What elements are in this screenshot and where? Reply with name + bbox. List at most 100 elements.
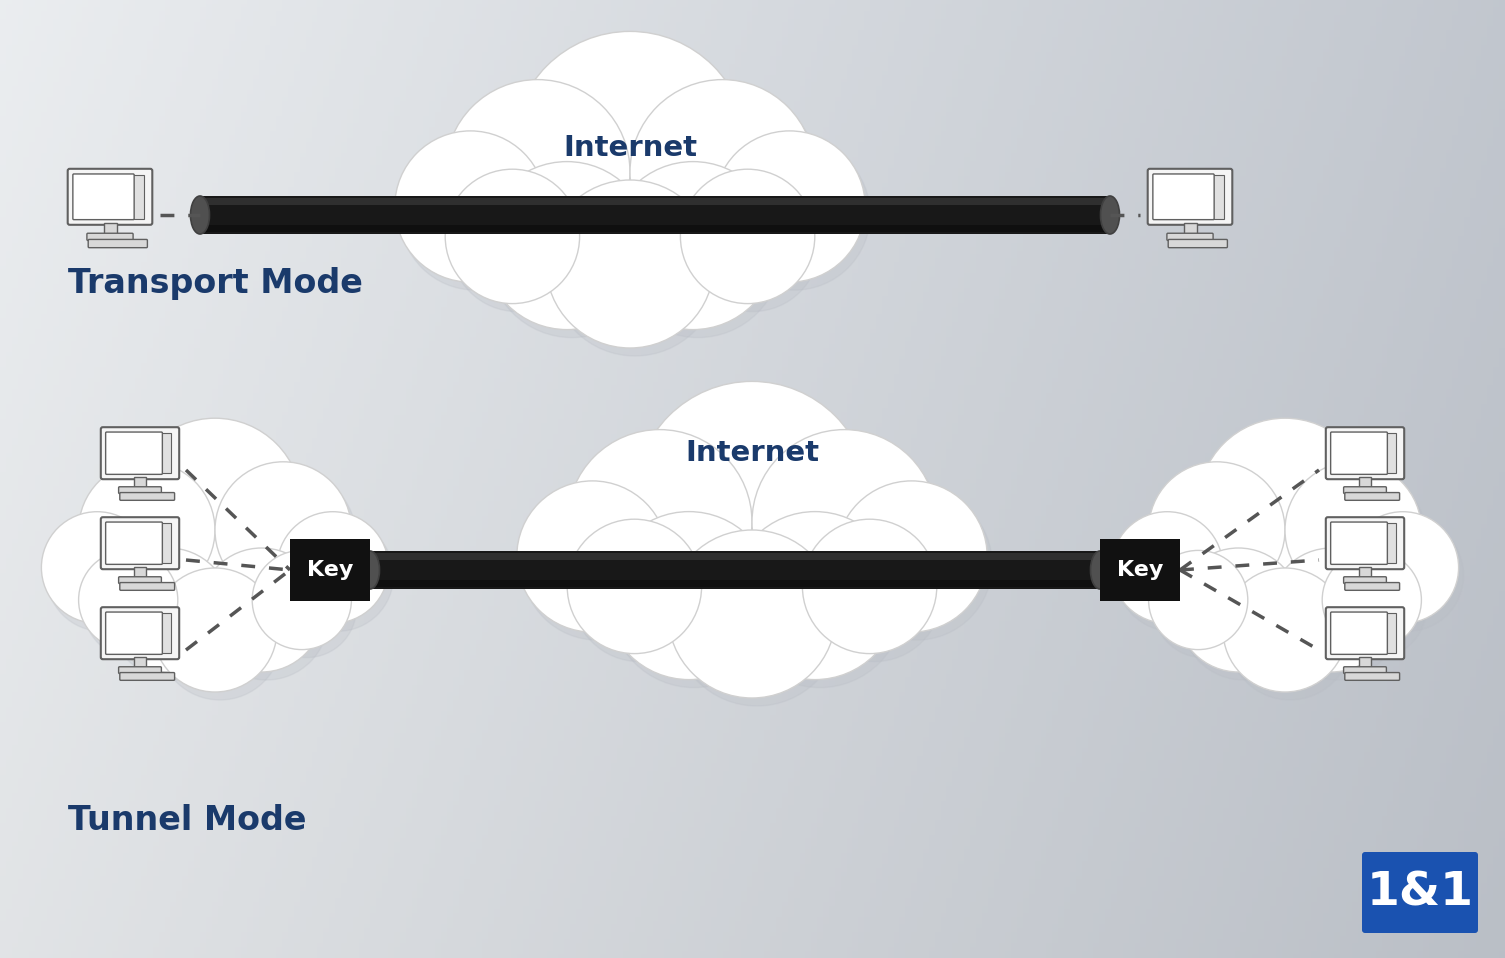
Circle shape bbox=[610, 162, 777, 330]
Circle shape bbox=[567, 429, 752, 614]
FancyBboxPatch shape bbox=[119, 577, 161, 583]
Circle shape bbox=[1270, 548, 1394, 672]
Ellipse shape bbox=[191, 196, 209, 234]
Circle shape bbox=[668, 530, 835, 698]
Circle shape bbox=[635, 381, 870, 617]
Bar bbox=[1386, 523, 1397, 563]
Circle shape bbox=[567, 519, 701, 653]
Circle shape bbox=[1285, 462, 1421, 598]
Circle shape bbox=[253, 551, 351, 650]
FancyBboxPatch shape bbox=[1344, 487, 1386, 493]
Circle shape bbox=[215, 462, 351, 598]
Circle shape bbox=[205, 556, 328, 680]
Circle shape bbox=[752, 429, 936, 614]
Text: Internet: Internet bbox=[563, 134, 697, 162]
Bar bbox=[205, 225, 1105, 232]
Bar bbox=[161, 523, 172, 563]
FancyBboxPatch shape bbox=[1362, 852, 1478, 933]
FancyBboxPatch shape bbox=[1326, 517, 1404, 569]
Circle shape bbox=[516, 481, 668, 632]
Circle shape bbox=[158, 576, 281, 700]
Circle shape bbox=[807, 527, 942, 662]
Circle shape bbox=[200, 548, 324, 672]
Circle shape bbox=[680, 170, 814, 304]
Bar bbox=[1359, 657, 1371, 668]
Circle shape bbox=[257, 559, 357, 657]
Circle shape bbox=[731, 512, 898, 679]
Circle shape bbox=[635, 87, 820, 272]
FancyBboxPatch shape bbox=[1345, 492, 1400, 500]
Circle shape bbox=[605, 512, 774, 679]
Bar bbox=[1386, 613, 1397, 653]
FancyBboxPatch shape bbox=[1344, 667, 1386, 673]
Circle shape bbox=[1111, 512, 1224, 624]
Circle shape bbox=[1347, 512, 1458, 624]
Text: 1&1: 1&1 bbox=[1367, 870, 1473, 915]
FancyBboxPatch shape bbox=[1100, 539, 1180, 601]
Circle shape bbox=[107, 548, 230, 672]
Circle shape bbox=[713, 131, 865, 282]
Bar bbox=[1213, 175, 1224, 218]
Circle shape bbox=[685, 177, 820, 311]
Circle shape bbox=[281, 519, 394, 631]
Circle shape bbox=[512, 32, 748, 266]
Circle shape bbox=[522, 489, 673, 640]
FancyBboxPatch shape bbox=[72, 174, 134, 219]
Circle shape bbox=[546, 180, 713, 348]
Circle shape bbox=[835, 481, 987, 632]
FancyBboxPatch shape bbox=[101, 427, 179, 479]
FancyBboxPatch shape bbox=[1330, 612, 1388, 654]
FancyBboxPatch shape bbox=[120, 582, 175, 590]
Circle shape bbox=[610, 519, 778, 688]
Circle shape bbox=[445, 80, 631, 264]
Circle shape bbox=[1224, 568, 1347, 692]
Circle shape bbox=[757, 438, 942, 623]
Circle shape bbox=[78, 551, 178, 650]
Bar bbox=[134, 657, 146, 668]
Circle shape bbox=[1351, 519, 1463, 631]
FancyBboxPatch shape bbox=[1344, 577, 1386, 583]
Circle shape bbox=[572, 527, 707, 662]
FancyBboxPatch shape bbox=[87, 233, 132, 240]
Bar bbox=[1359, 477, 1371, 488]
Text: Internet: Internet bbox=[685, 439, 819, 467]
Circle shape bbox=[1154, 469, 1290, 606]
FancyBboxPatch shape bbox=[370, 551, 1100, 589]
Circle shape bbox=[220, 469, 357, 606]
FancyBboxPatch shape bbox=[1326, 607, 1404, 659]
Circle shape bbox=[1148, 462, 1285, 598]
Circle shape bbox=[154, 568, 277, 692]
Circle shape bbox=[1117, 519, 1228, 631]
Circle shape bbox=[450, 87, 635, 272]
Circle shape bbox=[42, 512, 154, 624]
Circle shape bbox=[802, 519, 936, 653]
Text: Tunnel Mode: Tunnel Mode bbox=[68, 804, 307, 836]
Circle shape bbox=[47, 519, 158, 631]
Circle shape bbox=[719, 139, 870, 290]
FancyBboxPatch shape bbox=[1345, 673, 1400, 680]
FancyBboxPatch shape bbox=[200, 196, 1111, 234]
Ellipse shape bbox=[361, 551, 379, 589]
Circle shape bbox=[1275, 556, 1398, 680]
Circle shape bbox=[277, 512, 388, 624]
Circle shape bbox=[128, 419, 303, 592]
Circle shape bbox=[614, 170, 783, 337]
Circle shape bbox=[673, 538, 841, 706]
Bar bbox=[161, 433, 172, 473]
Circle shape bbox=[518, 97, 752, 332]
Circle shape bbox=[400, 139, 551, 290]
Circle shape bbox=[84, 469, 220, 606]
Bar bbox=[104, 223, 116, 235]
Circle shape bbox=[450, 177, 584, 311]
Bar bbox=[1359, 567, 1371, 578]
Ellipse shape bbox=[1100, 196, 1120, 234]
Bar bbox=[132, 175, 144, 218]
Bar bbox=[375, 553, 1096, 559]
Circle shape bbox=[640, 446, 874, 682]
FancyBboxPatch shape bbox=[1166, 233, 1213, 240]
FancyBboxPatch shape bbox=[120, 492, 175, 500]
Bar bbox=[205, 198, 1105, 205]
Circle shape bbox=[1327, 559, 1427, 657]
Circle shape bbox=[394, 131, 546, 282]
FancyBboxPatch shape bbox=[105, 612, 163, 654]
